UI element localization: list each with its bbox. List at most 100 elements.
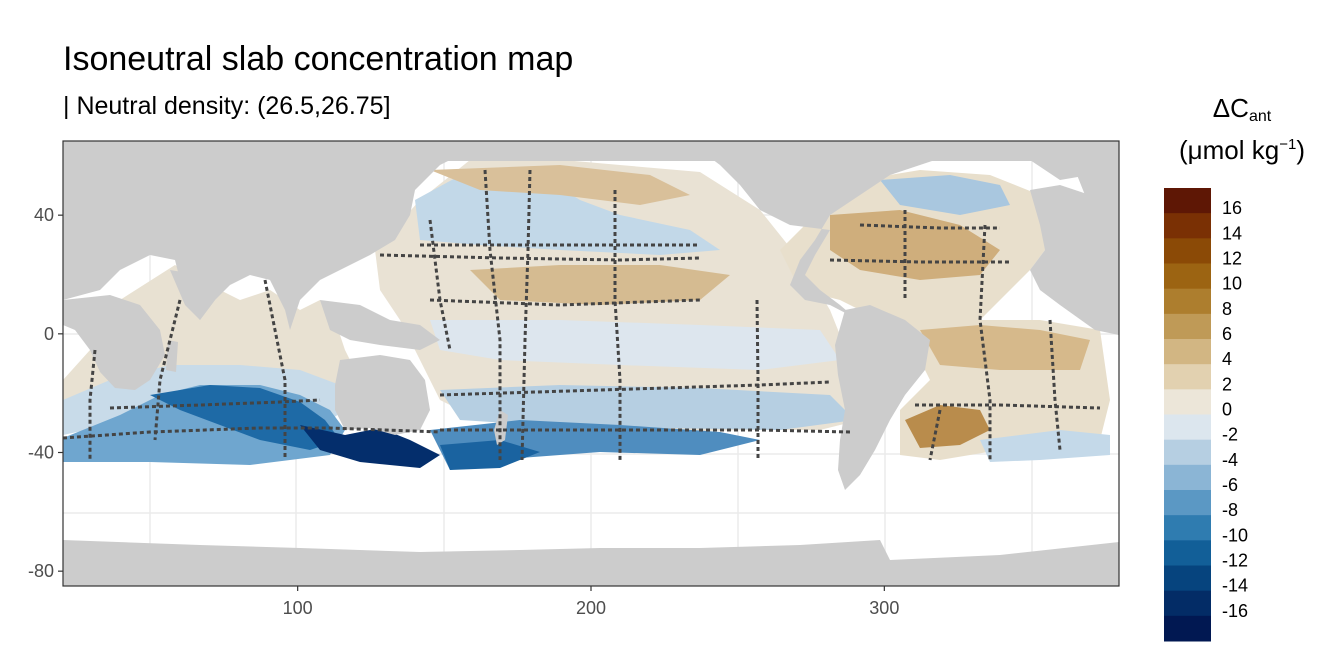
legend-label: -14 (1222, 576, 1248, 596)
legend-unit-post: ) (1296, 134, 1305, 165)
station-track-pacific-17s (439, 380, 831, 397)
field-north-pacific-tan (430, 165, 690, 205)
legend-label: 2 (1222, 374, 1232, 394)
legend-unit-sup: −1 (1279, 135, 1297, 153)
land-madagascar (166, 340, 178, 372)
legend-swatch (1164, 288, 1211, 315)
y-tick-label: -40 (28, 443, 54, 463)
land-antarctica (63, 540, 1119, 586)
y-tick-label: 40 (34, 205, 54, 225)
legend-label: -4 (1222, 450, 1238, 470)
field-north-pacific-blue (415, 170, 720, 255)
legend-title: ΔCant (μmol kg−1) (1162, 88, 1322, 170)
legend-swatch (1164, 490, 1211, 516)
legend-label: -6 (1222, 475, 1238, 495)
land-africa (63, 295, 165, 390)
legend-variable-main: ΔC (1212, 93, 1249, 123)
station-track-pacific-10n (429, 298, 701, 307)
map-layers (63, 141, 1119, 586)
x-tick-label: 200 (576, 598, 606, 618)
map-title: Isoneutral slab concentration map (63, 40, 574, 78)
legend-swatch (1164, 313, 1211, 340)
land-eurasia (63, 141, 470, 330)
station-track-atlantic-meridional-1 (978, 224, 992, 460)
land-north-america (700, 141, 1119, 318)
legend-label: -2 (1222, 425, 1238, 445)
field-south-pacific-light-blue (440, 385, 855, 430)
station-track-pacific-meridional-4 (755, 299, 760, 460)
station-track-pacific-24n (379, 253, 701, 262)
station-track-indian-30s (109, 398, 321, 410)
station-track-indian-meridional-3 (88, 349, 97, 460)
land-europe (1030, 185, 1119, 335)
field-australia-south-darkest (300, 425, 440, 468)
y-axis: 40 0 -40 -80 (28, 205, 63, 581)
field-tropical-pacific-light (430, 320, 840, 370)
legend-label: 6 (1222, 324, 1232, 344)
legend-label: 4 (1222, 349, 1232, 369)
station-track-atlantic-30s (915, 403, 1101, 410)
station-track-atlantic-meridional-4 (928, 409, 942, 461)
legend-swatch (1164, 263, 1211, 290)
field-south-atlantic-tan (920, 325, 1090, 370)
station-track-indian-south (63, 426, 441, 440)
field-south-atlantic-light-blue (980, 430, 1110, 462)
station-track-atlantic-meridional-3 (1048, 319, 1062, 451)
legend-label: -8 (1222, 500, 1238, 520)
legend-swatch (1164, 590, 1211, 617)
land (63, 141, 1119, 586)
legend-swatch (1164, 615, 1211, 642)
y-tick-label: 0 (44, 324, 54, 344)
station-track-atlantic-36n (859, 223, 1000, 230)
legend-label: 8 (1222, 299, 1232, 319)
concentration-field (63, 158, 1110, 470)
land-maritime-continent (320, 300, 440, 350)
y-tick-label: -80 (28, 561, 54, 581)
legend-swatch (1164, 464, 1211, 491)
legend-colorbar: 16 14 12 10 8 6 4 2 0 -2 -4 -6 -8 -10 -12 -14 -16 (1164, 188, 1248, 642)
station-track-pacific-meridional-5 (428, 219, 452, 351)
legend-swatch (1164, 213, 1211, 239)
land-australia (335, 355, 430, 435)
legend-label: 14 (1222, 223, 1242, 243)
legend-swatch (1164, 364, 1211, 390)
station-track-indian-meridional-2 (263, 279, 287, 460)
station-track-atlantic-24n (829, 258, 1010, 264)
legend-swatch (1164, 339, 1211, 365)
station-track-pacific-meridional-3 (613, 190, 622, 460)
legend-label: 16 (1222, 198, 1242, 218)
legend-unit-pre: (μmol kg (1179, 134, 1280, 165)
land-greenland (1075, 141, 1119, 215)
station-track-indian-meridional-1 (153, 299, 182, 441)
legend-label: 10 (1222, 274, 1242, 294)
legend-label: -12 (1222, 551, 1248, 571)
legend-swatch (1164, 540, 1211, 566)
station-track-pacific-32s (440, 428, 851, 434)
x-tick-label: 100 (283, 598, 313, 618)
legend-swatch (1164, 439, 1211, 466)
x-axis: 100 200 300 (283, 586, 899, 618)
field-south-atlantic-deep-tan (905, 405, 990, 448)
legend-label: 12 (1222, 249, 1242, 269)
land-new-zealand (494, 410, 508, 445)
map-subtitle: | Neutral density: (26.5,26.75] (63, 92, 391, 120)
station-tracks (63, 169, 1101, 461)
legend-swatch (1164, 238, 1211, 264)
legend-label: -16 (1222, 601, 1248, 621)
legend-variable-sub: ant (1248, 108, 1272, 125)
legend-swatch (1164, 515, 1211, 541)
legend-swatch (1164, 565, 1211, 592)
field-subpolar-atlantic-blue (880, 175, 1010, 215)
x-tick-label: 300 (869, 598, 899, 618)
legend-swatch (1164, 389, 1211, 415)
field-subtropical-pacific-tan (470, 265, 730, 305)
land-arabia (170, 270, 215, 320)
legend-swatch (1164, 188, 1211, 214)
legend-label: -10 (1222, 525, 1248, 545)
legend-unit: (μmol kg−1) (1162, 130, 1322, 170)
legend-label: 0 (1222, 400, 1232, 420)
field-south-pacific-deep (440, 440, 540, 470)
land-south-america (835, 305, 930, 490)
legend-variable: ΔCant (1162, 88, 1322, 130)
